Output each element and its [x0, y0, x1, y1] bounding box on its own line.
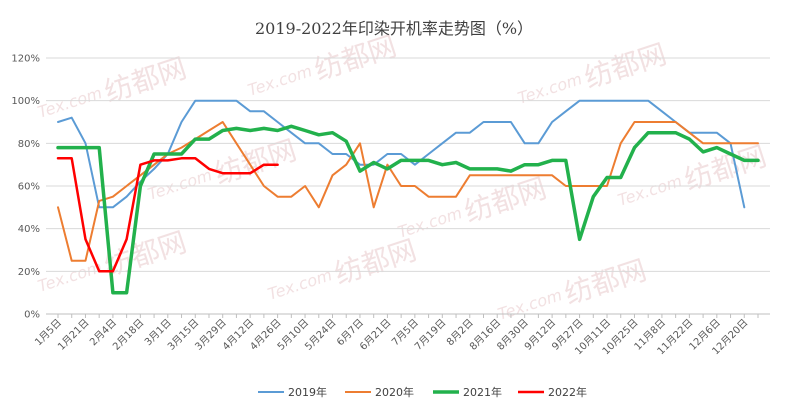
watermark-text: 纺都网	[100, 51, 190, 108]
y-tick-label: 20%	[18, 267, 40, 278]
watermark-latin: Tex.com	[35, 83, 104, 122]
watermark-latin: Tex.com	[245, 61, 314, 100]
y-tick-label: 40%	[18, 224, 40, 235]
x-axis-tick-labels: 1月5日1月21日2月4日2月18日3月1日3月15日3月29日4月12日4月2…	[32, 314, 759, 357]
y-tick-label: 0%	[24, 310, 40, 321]
watermark-text: 纺都网	[580, 37, 670, 94]
watermark-text: 纺都网	[460, 171, 550, 228]
series-line-2022年	[56, 157, 279, 273]
watermark-text: 纺都网	[100, 225, 190, 282]
y-tick-label: 80%	[18, 139, 40, 150]
watermark-latin: Tex.com	[35, 257, 104, 296]
series-lines	[56, 99, 760, 295]
watermark-text: 纺都网	[560, 253, 650, 310]
series-line-2021年	[56, 124, 760, 295]
watermark-latin: Tex.com	[145, 165, 214, 204]
watermark-latin: Tex.com	[495, 285, 564, 324]
legend-label: 2020年	[375, 385, 414, 399]
y-tick-label: 120%	[11, 54, 40, 65]
series-line-2020年	[57, 121, 759, 262]
watermark-text: 纺都网	[210, 133, 300, 190]
y-axis-tick-labels: 0% 20% 40% 60% 80% 100% 120%	[11, 54, 40, 321]
legend-label: 2019年	[288, 385, 327, 399]
legend-label: 2022年	[548, 385, 587, 399]
y-tick-label: 60%	[18, 182, 40, 193]
series-line-2019年	[57, 99, 746, 209]
legend: 2019年 2020年 2021年 2022年	[258, 385, 587, 399]
watermark-text: 纺都网	[680, 139, 770, 196]
watermark-latin: Tex.com	[515, 69, 584, 108]
watermark-text: 纺都网	[330, 233, 420, 290]
y-tick-label: 100%	[11, 96, 40, 107]
chart-title: 2019-2022年印染开机率走势图（%）	[255, 19, 533, 38]
legend-label: 2021年	[463, 385, 502, 399]
watermark-latin: Tex.com	[615, 171, 684, 210]
